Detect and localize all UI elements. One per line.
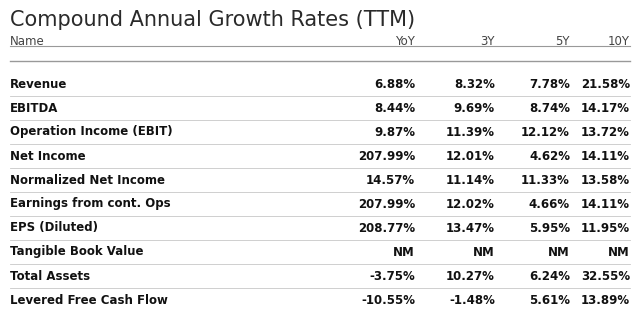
Text: 10.27%: 10.27% — [446, 270, 495, 283]
Text: 12.01%: 12.01% — [446, 150, 495, 163]
Text: 8.44%: 8.44% — [374, 101, 415, 114]
Text: 32.55%: 32.55% — [581, 270, 630, 283]
Text: 3Y: 3Y — [481, 35, 495, 48]
Text: Compound Annual Growth Rates (TTM): Compound Annual Growth Rates (TTM) — [10, 10, 415, 30]
Text: EPS (Diluted): EPS (Diluted) — [10, 221, 98, 234]
Text: -1.48%: -1.48% — [449, 294, 495, 306]
Text: Operation Income (EBIT): Operation Income (EBIT) — [10, 125, 173, 139]
Text: 10Y: 10Y — [608, 35, 630, 48]
Text: 7.78%: 7.78% — [529, 77, 570, 90]
Text: Revenue: Revenue — [10, 77, 67, 90]
Text: NM: NM — [608, 245, 630, 259]
Text: -3.75%: -3.75% — [369, 270, 415, 283]
Text: 13.58%: 13.58% — [581, 174, 630, 186]
Text: 5Y: 5Y — [556, 35, 570, 48]
Text: 6.88%: 6.88% — [374, 77, 415, 90]
Text: Total Assets: Total Assets — [10, 270, 90, 283]
Text: 207.99%: 207.99% — [358, 150, 415, 163]
Text: Net Income: Net Income — [10, 150, 86, 163]
Text: 4.62%: 4.62% — [529, 150, 570, 163]
Text: 14.57%: 14.57% — [366, 174, 415, 186]
Text: 8.74%: 8.74% — [529, 101, 570, 114]
Text: Normalized Net Income: Normalized Net Income — [10, 174, 165, 186]
Text: NM: NM — [473, 245, 495, 259]
Text: 4.66%: 4.66% — [529, 198, 570, 210]
Text: 11.33%: 11.33% — [521, 174, 570, 186]
Text: 207.99%: 207.99% — [358, 198, 415, 210]
Text: 11.14%: 11.14% — [446, 174, 495, 186]
Text: 12.02%: 12.02% — [446, 198, 495, 210]
Text: 12.12%: 12.12% — [521, 125, 570, 139]
Text: 11.39%: 11.39% — [446, 125, 495, 139]
Text: NM: NM — [548, 245, 570, 259]
Text: 13.72%: 13.72% — [581, 125, 630, 139]
Text: 14.17%: 14.17% — [581, 101, 630, 114]
Text: NM: NM — [393, 245, 415, 259]
Text: 208.77%: 208.77% — [358, 221, 415, 234]
Text: YoY: YoY — [395, 35, 415, 48]
Text: 21.58%: 21.58% — [581, 77, 630, 90]
Text: -10.55%: -10.55% — [361, 294, 415, 306]
Text: 9.69%: 9.69% — [454, 101, 495, 114]
Text: 14.11%: 14.11% — [581, 198, 630, 210]
Text: 11.95%: 11.95% — [581, 221, 630, 234]
Text: Tangible Book Value: Tangible Book Value — [10, 245, 143, 259]
Text: Name: Name — [10, 35, 45, 48]
Text: 8.32%: 8.32% — [454, 77, 495, 90]
Text: 5.95%: 5.95% — [529, 221, 570, 234]
Text: 5.61%: 5.61% — [529, 294, 570, 306]
Text: 13.47%: 13.47% — [446, 221, 495, 234]
Text: 9.87%: 9.87% — [374, 125, 415, 139]
Text: EBITDA: EBITDA — [10, 101, 58, 114]
Text: Earnings from cont. Ops: Earnings from cont. Ops — [10, 198, 171, 210]
Text: 13.89%: 13.89% — [581, 294, 630, 306]
Text: 6.24%: 6.24% — [529, 270, 570, 283]
Text: Levered Free Cash Flow: Levered Free Cash Flow — [10, 294, 168, 306]
Text: 14.11%: 14.11% — [581, 150, 630, 163]
